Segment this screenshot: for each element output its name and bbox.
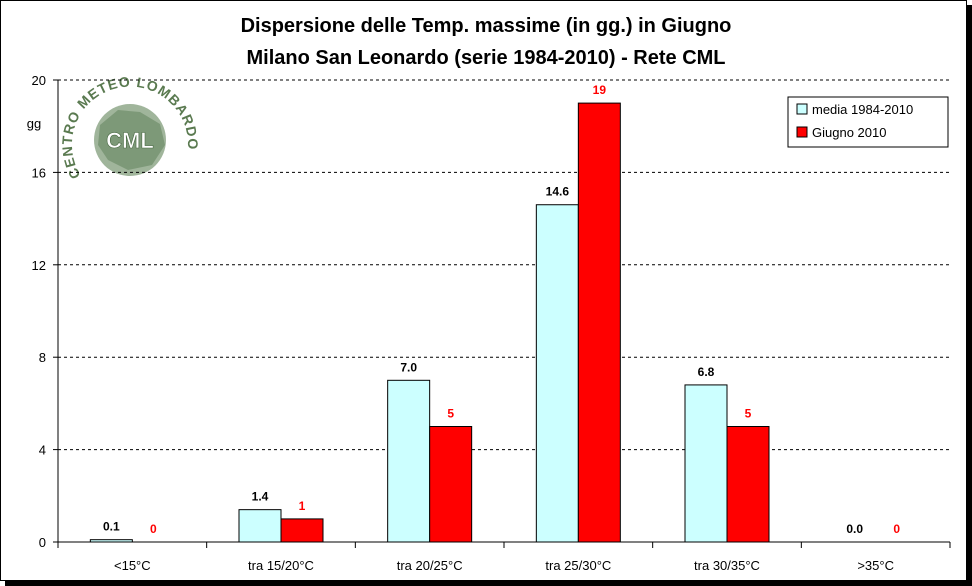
y-tick-label: 8 xyxy=(39,350,46,365)
y-tick-label: 20 xyxy=(32,73,46,88)
legend: media 1984-2010 Giugno 2010 xyxy=(787,96,949,148)
legend-box xyxy=(787,96,949,148)
y-tick-label: 4 xyxy=(39,443,46,458)
bar-giugno xyxy=(280,518,324,543)
category-label: <15°C xyxy=(114,558,151,573)
logo-center-text: CML xyxy=(106,128,154,153)
bar-media xyxy=(535,204,579,543)
data-label-media: 7.0 xyxy=(400,360,417,374)
data-label-media: 14.6 xyxy=(546,185,570,199)
category-label: >35°C xyxy=(857,558,894,573)
data-label-giugno: 19 xyxy=(593,83,607,97)
y-tick-label: 16 xyxy=(32,165,46,180)
axes xyxy=(57,80,951,548)
data-labels: 0.1 0 1.4 1 7.0 5 14.6 19 6.8 5 0.0 0 xyxy=(103,83,900,536)
y-tick-label: 0 xyxy=(39,535,46,550)
bar-giugno xyxy=(726,426,770,543)
data-label-media: 0.0 xyxy=(846,522,863,536)
data-label-media: 1.4 xyxy=(252,490,269,504)
bar-media xyxy=(387,379,431,543)
data-label-giugno: 5 xyxy=(447,407,454,421)
legend-swatch-giugno xyxy=(796,126,808,138)
y-tick-label: 12 xyxy=(32,258,46,273)
chart-title-line2: Milano San Leonardo (serie 1984-2010) - … xyxy=(246,47,725,69)
legend-label-media: media 1984-2010 xyxy=(812,102,913,117)
bar-giugno xyxy=(429,426,473,543)
data-label-giugno: 5 xyxy=(745,407,752,421)
legend-label-giugno: Giugno 2010 xyxy=(812,125,886,140)
y-axis-label: gg xyxy=(27,116,41,131)
category-label: tra 25/30°C xyxy=(545,558,611,573)
lombardy-shape-icon xyxy=(98,110,165,170)
legend-swatch-media xyxy=(796,103,808,115)
data-label-giugno: 1 xyxy=(299,499,306,513)
bar-giugno xyxy=(577,102,621,543)
bars xyxy=(89,102,770,543)
category-label: tra 15/20°C xyxy=(248,558,314,573)
data-label-giugno: 0 xyxy=(893,522,900,536)
data-label-giugno: 0 xyxy=(150,522,157,536)
data-label-media: 0.1 xyxy=(103,520,120,534)
category-label: tra 30/35°C xyxy=(694,558,760,573)
category-labels: <15°C tra 15/20°C tra 20/25°C tra 25/30°C tr… xyxy=(114,558,894,573)
gridlines xyxy=(53,79,950,543)
chart-title-line1: Dispersione delle Temp. massime (in gg.)… xyxy=(241,15,732,37)
category-label: tra 20/25°C xyxy=(397,558,463,573)
data-label-media: 6.8 xyxy=(698,365,715,379)
bar-media xyxy=(238,509,282,543)
y-tick-labels: 0 4 8 12 16 20 xyxy=(32,73,46,550)
cml-logo: CENTRO METEO LOMBARDO CML xyxy=(59,73,200,181)
bar-media xyxy=(684,384,728,543)
